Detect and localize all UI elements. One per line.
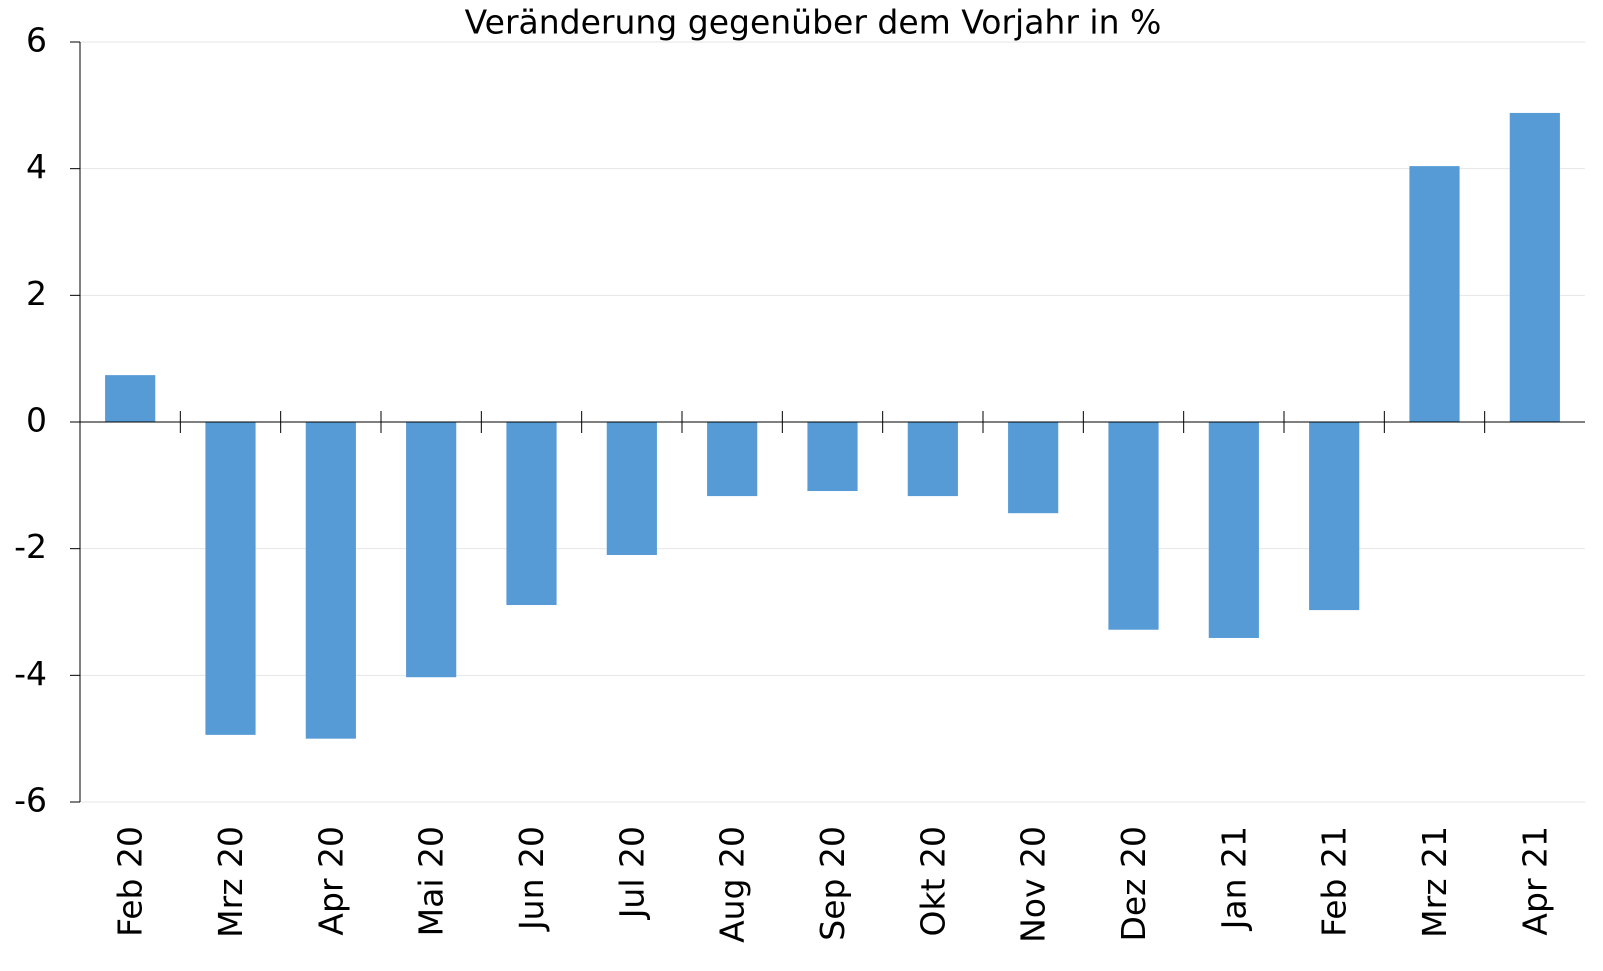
bar (707, 422, 758, 497)
y-tick-label: -6 (14, 781, 47, 820)
chart-title: Veränderung gegenüber dem Vorjahr in % (465, 3, 1162, 42)
bar (406, 422, 457, 678)
x-tick-label: Jun 20 (512, 826, 551, 932)
x-tick-label: Jan 21 (1214, 826, 1253, 931)
bar (1309, 422, 1360, 611)
y-tick-label: 6 (26, 21, 47, 60)
x-tick-label: Feb 20 (111, 826, 150, 937)
x-tick-label: Mrz 20 (211, 826, 250, 938)
x-tick-label: Mai 20 (412, 826, 451, 936)
bar (606, 422, 657, 555)
x-tick-label: Sep 20 (813, 826, 852, 941)
x-tick-label: Feb 21 (1315, 826, 1354, 937)
bar (807, 422, 858, 492)
bar (305, 422, 356, 739)
x-tick-label: Aug 20 (713, 826, 752, 943)
y-tick-label: 4 (26, 147, 47, 186)
x-tick-label: Mrz 21 (1415, 826, 1454, 938)
bar (1108, 422, 1159, 630)
x-tick-label: Okt 20 (913, 826, 952, 937)
x-tick-label: Nov 20 (1014, 826, 1053, 943)
y-tick-label: -2 (14, 527, 47, 566)
bar (1409, 166, 1460, 422)
bar (205, 422, 256, 735)
x-tick-label: Jul 20 (612, 826, 651, 920)
x-tick-label: Apr 20 (311, 826, 350, 936)
bar (1008, 422, 1059, 514)
bar (1509, 112, 1560, 422)
y-tick-label: 2 (26, 274, 47, 313)
bar (1208, 422, 1259, 638)
bar (506, 422, 557, 606)
x-tick-label: Dez 20 (1114, 826, 1153, 942)
bar (907, 422, 958, 497)
y-tick-label: -4 (14, 654, 47, 693)
bar (105, 375, 156, 422)
x-tick-label: Apr 21 (1515, 826, 1554, 936)
y-tick-label: 0 (26, 401, 47, 440)
